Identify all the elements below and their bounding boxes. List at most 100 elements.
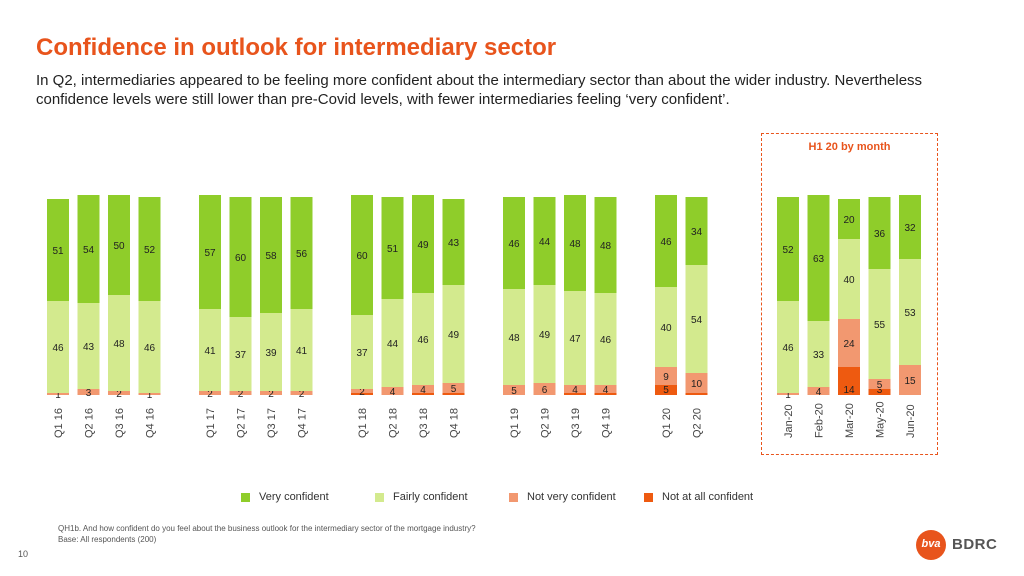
x-tick-label-q2-20: Q2 20 bbox=[692, 408, 704, 438]
data-label-very-confident-q3-16: 50 bbox=[113, 241, 125, 252]
x-tick-label-q3-19: Q3 19 bbox=[570, 408, 582, 438]
data-label-fairly-confident-q3-16: 48 bbox=[113, 339, 125, 350]
data-label-fairly-confident-q2-17: 37 bbox=[235, 350, 247, 361]
data-label-very-confident-jan-20: 52 bbox=[782, 245, 794, 256]
data-label-fairly-confident-mar-20: 40 bbox=[843, 275, 855, 286]
data-label-fairly-confident-q1-18: 37 bbox=[356, 348, 368, 359]
data-label-very-confident-q1-17: 57 bbox=[204, 248, 216, 259]
logo-mark: bva bbox=[916, 530, 946, 560]
data-label-not-very-confident-q1-18: 2 bbox=[359, 387, 365, 398]
bva-bdrc-logo: bva BDRC bbox=[916, 530, 1016, 560]
legend-label-not-at-all-confident: Not at all confident bbox=[662, 491, 754, 503]
data-label-fairly-confident-jun-20: 53 bbox=[904, 308, 916, 319]
bar-fairly-confident-q1-19 bbox=[503, 289, 525, 385]
bar-very-confident-q3-18 bbox=[412, 195, 434, 293]
data-label-fairly-confident-feb-20: 33 bbox=[813, 350, 825, 361]
page-title: Confidence in outlook for intermediary s… bbox=[36, 34, 557, 61]
data-label-very-confident-q1-18: 60 bbox=[356, 251, 368, 262]
bar-fairly-confident-q1-16 bbox=[47, 301, 69, 393]
legend-swatch-fairly-confident bbox=[375, 493, 384, 502]
bar-fairly-confident-q2-17 bbox=[229, 317, 252, 391]
bar-not-at-all-confident-q2-20 bbox=[685, 393, 708, 395]
bar-not-very-confident-q1-18 bbox=[351, 389, 373, 393]
bar-not-very-confident-q2-19 bbox=[533, 383, 556, 395]
data-label-very-confident-q2-20: 34 bbox=[691, 227, 703, 238]
x-tick-label-q2-16: Q2 16 bbox=[84, 408, 96, 438]
x-tick-label-q3-17: Q3 17 bbox=[266, 408, 278, 438]
x-tick-label-q3-18: Q3 18 bbox=[418, 408, 430, 438]
bar-not-very-confident-q2-16 bbox=[77, 389, 100, 395]
bar-not-at-all-confident-q4-18 bbox=[442, 393, 465, 395]
bar-very-confident-may-20 bbox=[868, 197, 891, 269]
bar-not-at-all-confident-q1-18 bbox=[351, 393, 373, 395]
bar-not-very-confident-q1-19 bbox=[503, 385, 525, 395]
footnote: QH1b. And how confident do you feel abou… bbox=[58, 523, 476, 545]
data-label-fairly-confident-q4-18: 49 bbox=[448, 330, 460, 341]
bar-not-very-confident-q3-18 bbox=[412, 385, 434, 393]
chart-legend: Very confident Fairly confident Not very… bbox=[0, 491, 1024, 505]
data-label-very-confident-q2-19: 44 bbox=[539, 237, 551, 248]
data-label-not-very-confident-q3-18: 4 bbox=[420, 385, 426, 396]
data-label-not-very-confident-q2-17: 2 bbox=[238, 389, 244, 400]
bar-not-very-confident-q4-16 bbox=[138, 393, 161, 395]
data-label-very-confident-jun-20: 32 bbox=[904, 223, 916, 234]
data-label-not-very-confident-mar-20: 24 bbox=[843, 339, 855, 350]
bar-fairly-confident-q2-19 bbox=[533, 285, 556, 383]
data-label-fairly-confident-q2-19: 49 bbox=[539, 330, 551, 341]
data-label-very-confident-q2-18: 51 bbox=[387, 244, 399, 255]
bar-very-confident-jan-20 bbox=[777, 197, 799, 301]
bar-fairly-confident-q3-18 bbox=[412, 293, 434, 385]
bar-not-very-confident-q1-20 bbox=[655, 367, 677, 385]
page-subtitle: In Q2, intermediaries appeared to be fee… bbox=[36, 72, 923, 108]
bar-very-confident-feb-20 bbox=[807, 195, 830, 321]
data-label-not-at-all-confident-mar-20: 14 bbox=[843, 385, 855, 396]
bar-fairly-confident-mar-20 bbox=[838, 239, 860, 319]
data-label-not-very-confident-q2-18: 4 bbox=[390, 387, 396, 398]
bar-fairly-confident-feb-20 bbox=[807, 321, 830, 387]
legend-swatch-not-very-confident bbox=[509, 493, 518, 502]
data-label-fairly-confident-q4-16: 46 bbox=[144, 343, 156, 354]
data-label-very-confident-feb-20: 63 bbox=[813, 254, 825, 265]
x-tick-label-q4-17: Q4 17 bbox=[297, 408, 309, 438]
data-label-very-confident-q4-19: 48 bbox=[600, 241, 612, 252]
data-label-not-at-all-confident-may-20: 3 bbox=[877, 385, 883, 396]
data-label-fairly-confident-q1-16: 46 bbox=[52, 343, 64, 354]
x-tick-label-q2-17: Q2 17 bbox=[236, 408, 248, 438]
legend-swatch-very-confident bbox=[241, 493, 250, 502]
data-label-not-very-confident-q1-16: 1 bbox=[55, 390, 61, 401]
bar-not-very-confident-q4-17 bbox=[290, 391, 313, 395]
data-label-very-confident-q4-18: 43 bbox=[448, 238, 460, 249]
data-label-not-very-confident-q2-16: 3 bbox=[86, 388, 92, 399]
data-label-fairly-confident-q3-18: 46 bbox=[417, 335, 429, 346]
bar-not-at-all-confident-q4-19 bbox=[594, 393, 617, 395]
bar-very-confident-q3-16 bbox=[108, 195, 130, 295]
bar-not-very-confident-q2-20 bbox=[685, 373, 708, 393]
legend-swatch-not-at-all-confident bbox=[644, 493, 653, 502]
data-label-very-confident-may-20: 36 bbox=[874, 229, 886, 240]
bar-not-very-confident-q3-16 bbox=[108, 391, 130, 395]
data-label-very-confident-q4-16: 52 bbox=[144, 245, 156, 256]
data-label-fairly-confident-q2-18: 44 bbox=[387, 339, 399, 350]
bar-fairly-confident-q1-18 bbox=[351, 315, 373, 389]
bar-not-very-confident-mar-20 bbox=[838, 319, 860, 367]
data-label-fairly-confident-q3-19: 47 bbox=[569, 334, 581, 345]
data-label-not-very-confident-q4-19: 4 bbox=[603, 385, 609, 396]
x-tick-label-q3-16: Q3 16 bbox=[114, 408, 126, 438]
data-label-very-confident-q3-17: 58 bbox=[265, 251, 277, 262]
data-label-not-at-all-confident-q1-20: 5 bbox=[663, 385, 669, 396]
bar-very-confident-q2-19 bbox=[533, 197, 556, 285]
bar-fairly-confident-q3-16 bbox=[108, 295, 130, 391]
data-label-fairly-confident-q4-17: 41 bbox=[296, 346, 308, 357]
data-label-very-confident-q1-19: 46 bbox=[508, 239, 520, 250]
data-label-not-very-confident-q4-18: 5 bbox=[451, 384, 457, 395]
data-label-not-very-confident-q2-20: 10 bbox=[691, 379, 703, 390]
data-label-very-confident-q4-17: 56 bbox=[296, 249, 308, 260]
data-label-very-confident-q1-20: 46 bbox=[660, 237, 672, 248]
bar-fairly-confident-q4-16 bbox=[138, 301, 161, 393]
data-label-not-very-confident-q1-20: 9 bbox=[663, 372, 669, 383]
bar-not-very-confident-q1-17 bbox=[199, 391, 221, 395]
data-label-very-confident-mar-20: 20 bbox=[843, 215, 855, 226]
x-tick-label-q1-17: Q1 17 bbox=[205, 408, 217, 438]
x-tick-label-q4-16: Q4 16 bbox=[145, 408, 157, 438]
bar-not-very-confident-may-20 bbox=[868, 379, 891, 389]
